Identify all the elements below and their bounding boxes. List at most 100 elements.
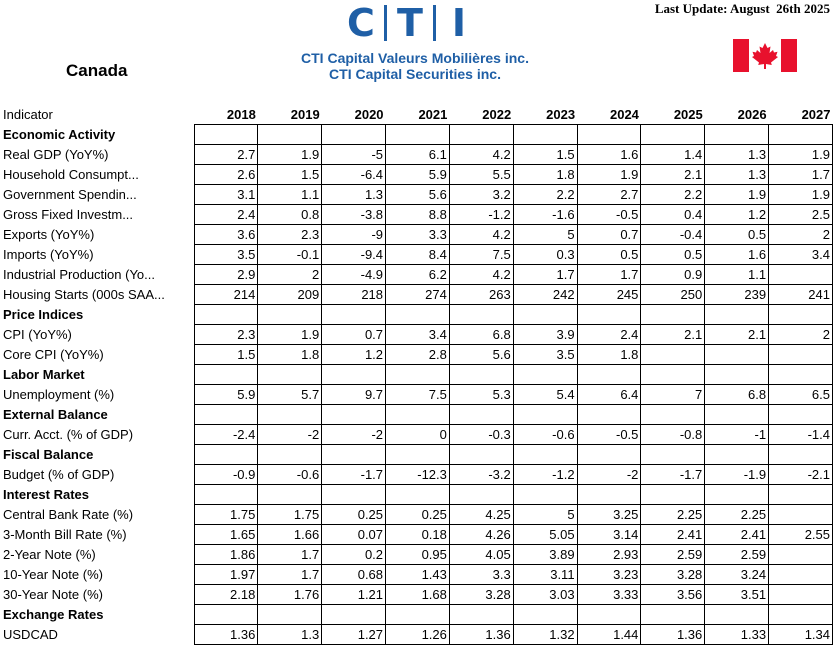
empty-cell [704,124,770,145]
value-cell: 4.25 [448,504,514,525]
flag [733,39,797,72]
value-cell: -2 [257,424,323,445]
value-cell: 7.5 [448,244,514,265]
value-cell: 5.05 [512,524,578,545]
value-cell: 2.18 [193,584,259,605]
value-cell: 1.9 [704,184,770,205]
value-cell: 1.8 [257,344,323,365]
value-cell: 8.8 [385,204,450,225]
year-header: 2021 [418,107,448,122]
section-row: Economic Activity [0,124,833,145]
value-cell: -0.5 [576,424,642,445]
year-header: 2019 [290,107,320,122]
value-cell: 1.9 [768,144,833,165]
value-cell: 3.23 [576,564,642,585]
section-row: Labor Market [0,364,833,385]
value-cell: 1.3 [704,144,770,165]
value-cell: 2.59 [640,544,706,565]
value-cell: -0.9 [193,464,259,485]
value-cell: 2.1 [640,164,706,185]
empty-cell [257,304,323,325]
value-cell: 274 [385,284,450,305]
empty-cell [512,124,578,145]
empty-cell [385,604,450,625]
empty-cell [768,444,833,465]
value-cell: 2.8 [385,344,450,365]
empty-cell [512,364,578,385]
value-cell: 2.2 [512,184,578,205]
section-row: External Balance [0,404,833,425]
value-cell: 6.5 [768,384,833,405]
value-cell: 0.5 [640,244,706,265]
data-row: Exports (YoY%) 3.6 2.3 -9 3.3 4.2 5 0.7 -0.4 0.5 2 [0,224,833,245]
value-cell: 1.1 [704,264,770,285]
value-cell: 0.5 [576,244,642,265]
empty-cell [448,484,514,505]
company-name-en: CTI Capital Securities inc. [329,66,501,82]
value-cell: 2 [768,324,833,345]
value-cell: 2 [257,264,323,285]
empty-cell [640,364,706,385]
section-label: Labor Market [3,367,85,382]
value-cell [704,344,770,365]
empty-cell [193,364,259,385]
value-cell: 2.25 [704,504,770,525]
year-header: 2023 [546,107,576,122]
value-cell: 1.3 [257,624,323,645]
empty-cell [193,124,259,145]
value-cell: 1.9 [257,324,323,345]
value-cell: 1.7 [257,564,323,585]
empty-cell [321,404,387,425]
value-cell: 3.5 [512,344,578,365]
value-cell: 1.75 [193,504,259,525]
value-cell: 1.43 [385,564,450,585]
value-cell: 4.26 [448,524,514,545]
data-row: Housing Starts (000s SAA... 214 209 218 274 2… [0,284,833,305]
data-row: 2-Year Note (%) 1.86 1.7 0.2 0.95 4.05 3.89 2.9… [0,544,833,565]
logo-bar [433,5,436,41]
empty-cell [640,404,706,425]
section-row: Fiscal Balance [0,444,833,465]
value-cell: 1.32 [512,624,578,645]
value-cell: 5 [512,504,578,525]
data-row: Imports (YoY%) 3.5 -0.1 -9.4 8.4 7.5 0.3 0.5 0.5… [0,244,833,265]
empty-cell [257,404,323,425]
empty-cell [257,604,323,625]
value-cell: 5.4 [512,384,578,405]
empty-cell [512,484,578,505]
value-cell: 1.36 [448,624,514,645]
row-label: Exports (YoY%) [3,227,95,242]
year-header: 2024 [609,107,639,122]
value-cell: 1.3 [321,184,387,205]
data-row: 30-Year Note (%) 2.18 1.76 1.21 1.68 3.28 3.03… [0,584,833,605]
value-cell: 218 [321,284,387,305]
data-row: Budget (% of GDP) -0.9 -0.6 -1.7 -12.3 -3.2 -1… [0,464,833,485]
value-cell: 3.9 [512,324,578,345]
value-cell: 6.2 [385,264,450,285]
empty-cell [193,304,259,325]
empty-cell [448,304,514,325]
row-label: 30-Year Note (%) [3,587,103,602]
column-header: Indicator [3,107,53,123]
value-cell: 2.9 [193,264,259,285]
section-label: Fiscal Balance [3,447,94,462]
value-cell: -1.7 [321,464,387,485]
logo: C T I [340,1,480,45]
value-cell: 250 [640,284,706,305]
empty-cell [768,484,833,505]
data-row: Industrial Production (Yo... 2.9 2 -4.9 6.2 4… [0,264,833,285]
empty-cell [321,364,387,385]
row-label: 2-Year Note (%) [3,547,96,562]
value-cell: 1.6 [704,244,770,265]
value-cell: 2.1 [640,324,706,345]
empty-cell [768,604,833,625]
value-cell: -0.6 [512,424,578,445]
empty-cell [576,444,642,465]
value-cell: -0.8 [640,424,706,445]
value-cell: 241 [768,284,833,305]
value-cell: 4.2 [448,224,514,245]
value-cell: 9.7 [321,384,387,405]
value-cell: 1.21 [321,584,387,605]
row-label: 10-Year Note (%) [3,567,103,582]
data-row: 10-Year Note (%) 1.97 1.7 0.68 1.43 3.3 3.11 3.… [0,564,833,585]
